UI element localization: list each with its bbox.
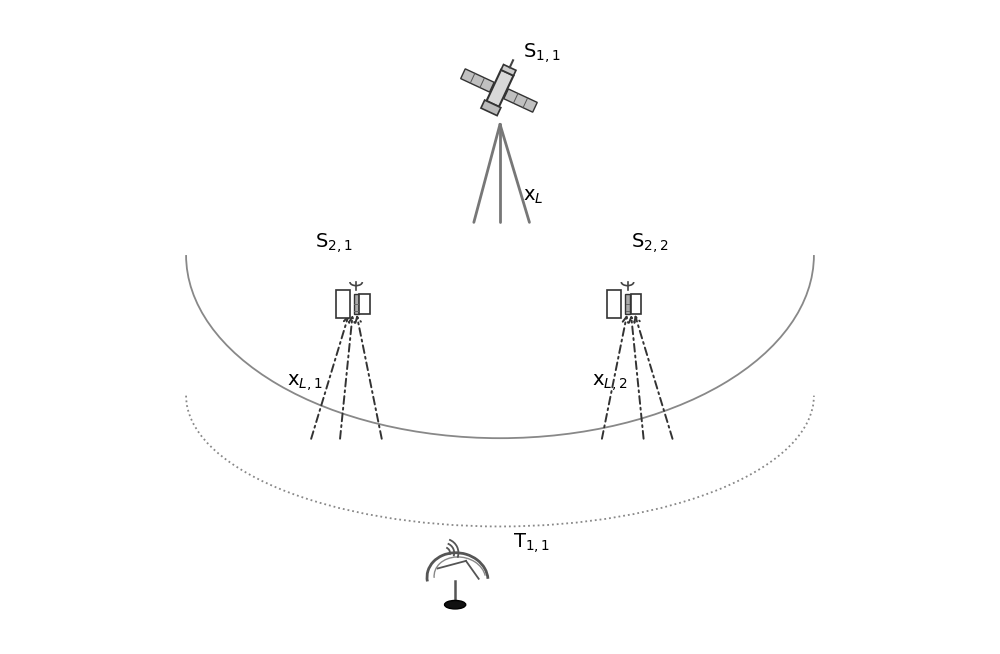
Text: x$_{L, 2}$: x$_{L, 2}$ — [592, 372, 627, 393]
Polygon shape — [504, 89, 537, 112]
Bar — [631, 294, 641, 314]
Text: S$_{2, 2}$: S$_{2, 2}$ — [631, 231, 668, 255]
Text: S$_{2, 1}$: S$_{2, 1}$ — [315, 231, 353, 255]
Polygon shape — [461, 69, 494, 92]
Bar — [354, 294, 359, 314]
Text: x$_{L, 1}$: x$_{L, 1}$ — [287, 372, 323, 393]
Polygon shape — [481, 100, 501, 116]
Ellipse shape — [445, 600, 466, 609]
Polygon shape — [501, 65, 516, 76]
Bar — [336, 290, 350, 318]
Bar — [607, 290, 621, 318]
Text: T$_{1, 1}$: T$_{1, 1}$ — [513, 531, 550, 555]
Text: x$_{L}$: x$_{L}$ — [523, 186, 543, 206]
Polygon shape — [487, 70, 513, 107]
Bar — [359, 294, 370, 314]
Text: S$_{1, 1}$: S$_{1, 1}$ — [523, 41, 561, 65]
Bar — [625, 294, 630, 314]
